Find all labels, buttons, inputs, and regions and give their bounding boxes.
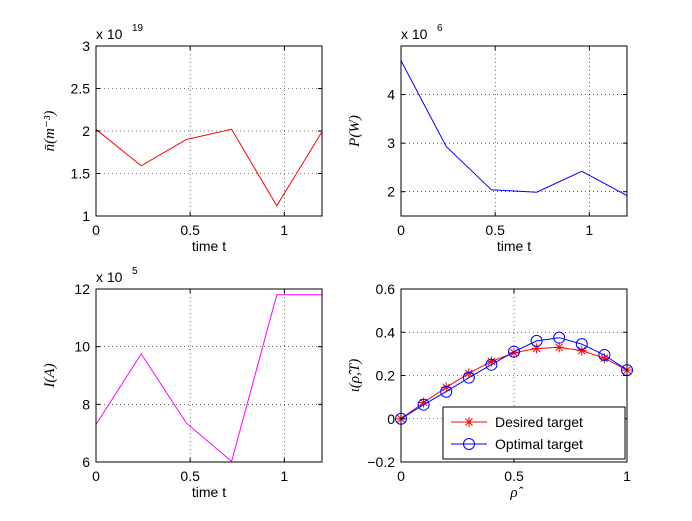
- y-tick-label: 2.5: [71, 81, 91, 97]
- legend: Desired target Optimal target: [442, 406, 626, 460]
- legend-entry-label: Optimal target: [495, 436, 583, 452]
- y-tick-label: 10: [74, 339, 90, 355]
- y-axis-label: ι(ρ̂,T): [347, 359, 363, 392]
- y-tick-label: −0.2: [367, 454, 395, 470]
- data-point: [530, 334, 543, 347]
- x-tick-label: 1: [280, 222, 288, 238]
- y-tick-label: 3: [82, 38, 90, 54]
- y-tick-label: 12: [74, 281, 90, 297]
- legend-marker: [463, 438, 475, 450]
- axes-box: [95, 288, 323, 463]
- y-tick-label: 0.6: [376, 281, 396, 297]
- data-point: [575, 338, 588, 351]
- legend-entry-label: Desired target: [495, 414, 583, 430]
- data-point: [440, 385, 453, 398]
- data-point: [462, 371, 475, 384]
- x-tick-label: 0: [397, 222, 405, 238]
- y-tick-label: 8: [82, 396, 90, 412]
- axis-multiplier: x 10: [96, 269, 123, 285]
- data-point: [508, 345, 520, 358]
- y-tick-label: 4: [387, 87, 395, 103]
- y-tick-label: 2: [82, 123, 90, 139]
- data-point: [554, 342, 565, 353]
- y-axis-label: n̄(m⁻³): [42, 111, 58, 152]
- x-axis-label: ρ̂: [509, 485, 523, 501]
- data-point: [598, 348, 611, 361]
- x-tick-label: 0: [397, 468, 405, 484]
- y-tick-label: 3: [387, 135, 395, 151]
- x-tick-label: 0.5: [485, 222, 505, 238]
- x-tick-label: 0.5: [180, 222, 200, 238]
- subplot-1: 0 0.5 1 1 1.5 2 2.5 3 time t n̄(m⁻³) x 10 19: [42, 23, 323, 254]
- y-tick-label: 1.5: [71, 166, 91, 182]
- x-tick-label: 1: [280, 468, 288, 484]
- y-axis-label: P(W): [347, 115, 363, 148]
- x-axis-label: time t: [192, 484, 226, 500]
- subplot-4: 0 0.5 1−0.200.20.40.6ρ̂ι(ρ̂,T)Desired targ…: [347, 281, 633, 501]
- axis-exponent: 19: [132, 23, 144, 34]
- series-line-1: [95, 128, 323, 207]
- y-tick-label: 0.2: [376, 368, 396, 384]
- axis-multiplier: x 10: [96, 26, 123, 42]
- y-tick-label: 0: [387, 411, 395, 427]
- x-tick-label: 0.5: [180, 468, 200, 484]
- series-line-2: [400, 337, 628, 420]
- data-point: [576, 345, 587, 356]
- y-tick-label: 6: [82, 454, 90, 470]
- data-point: [417, 398, 430, 411]
- x-tick-label: 0: [92, 222, 100, 238]
- y-tick-label: 1: [82, 208, 90, 224]
- series-line-1: [95, 294, 322, 463]
- x-tick-label: 0.5: [504, 468, 524, 484]
- axis-exponent: 6: [437, 23, 443, 34]
- y-axis-label: I(A): [42, 363, 58, 388]
- y-tick-label: 0.4: [376, 324, 396, 340]
- x-axis-label: time t: [497, 238, 531, 254]
- legend-marker: [464, 417, 474, 427]
- series-line-1: [400, 60, 628, 197]
- axis-exponent: 5: [132, 266, 138, 277]
- x-axis-label: time t: [192, 238, 226, 254]
- data-point: [485, 358, 498, 371]
- x-tick-label: 1: [623, 468, 631, 484]
- axes-box: [400, 45, 628, 217]
- x-tick-label: 1: [585, 222, 593, 238]
- subplot-3: 0 0.5 1 6 8 10 12 time t I(A) x 10 5: [42, 266, 323, 500]
- y-tick-label: 2: [387, 184, 395, 200]
- data-point: [553, 331, 566, 344]
- subplot-2: 0 0.5 1 2 3 4 time t P(W) x 10 6: [347, 23, 628, 254]
- axis-multiplier: x 10: [401, 26, 428, 42]
- legend-box: [442, 406, 626, 460]
- x-tick-label: 0: [92, 468, 100, 484]
